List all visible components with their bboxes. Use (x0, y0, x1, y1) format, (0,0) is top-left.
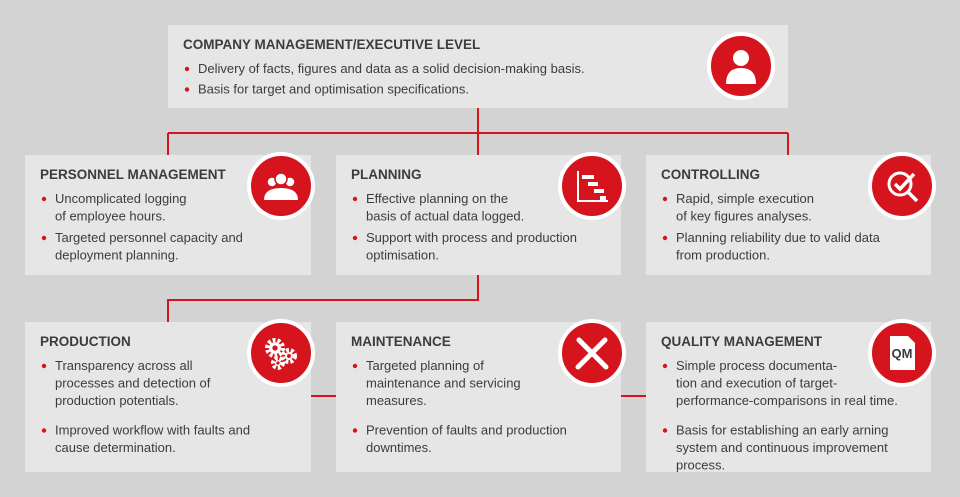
icon-label: QM (892, 346, 913, 361)
icon (558, 319, 626, 387)
node-title: QUALITY MANAGEMENT (661, 334, 823, 349)
bullet-text: tion and execution of target- (676, 376, 837, 391)
bullet-text: Support with process and production (366, 230, 577, 245)
bullet (352, 196, 358, 202)
bullet-text: of employee hours. (55, 209, 166, 224)
icon: QM (868, 319, 936, 387)
icon-part (575, 337, 609, 370)
icon-part (582, 175, 594, 179)
bullet-text: Basis for establishing an early arning (676, 423, 888, 438)
node-box: PLANNING Effective planning on the basis o… (336, 152, 626, 275)
bullet-text: Prevention of faults and production (366, 423, 567, 438)
icon-part (276, 361, 280, 365)
node-title: PERSONNEL MANAGEMENT (40, 167, 227, 182)
node-box: PRODUCTION Transparency across all process… (25, 319, 315, 472)
bullet-text: Planning reliability due to valid data (676, 230, 881, 245)
bullet-text: Delivery of facts, figures and data as a… (198, 61, 585, 76)
icon (247, 319, 315, 387)
node-title: COMPANY MANAGEMENT/EXECUTIVE LEVEL (183, 37, 480, 52)
connector (167, 275, 479, 322)
bullet-text: Uncomplicated logging (55, 191, 187, 206)
bullet-text: deployment planning. (55, 248, 179, 263)
bullet (662, 196, 668, 202)
bullet-text: maintenance and servicing (366, 376, 521, 391)
icon-part (890, 336, 915, 370)
icon (868, 152, 936, 220)
icon-part (726, 68, 756, 84)
bullet (184, 66, 190, 72)
bullet (662, 428, 668, 433)
icon-part (588, 182, 598, 186)
bullet (41, 428, 47, 433)
bullet-text: performance-comparisons in real time. (676, 393, 898, 408)
bullet-text: cause determination. (55, 440, 176, 455)
node-title: PRODUCTION (40, 334, 131, 349)
bullet-text: Targeted personnel capacity and (55, 230, 243, 245)
bullet (184, 87, 190, 92)
bullet-text: Simple process documenta- (676, 358, 837, 373)
icon-part (272, 345, 278, 351)
icon-part (577, 171, 608, 202)
icon-part (887, 171, 913, 197)
icon-part (287, 354, 291, 358)
icon-circle (247, 152, 315, 220)
bullet-text: Improved workflow with faults and (55, 423, 250, 438)
icon-part (893, 172, 919, 203)
bullet-text: Targeted planning of (366, 358, 484, 373)
bullet (352, 235, 358, 241)
icon-part (265, 338, 285, 358)
bullet-text: Transparency across all (55, 358, 193, 373)
bullet-text: production potentials. (55, 393, 179, 408)
bullet-text: processes and detection of (55, 376, 211, 391)
node-title: PLANNING (351, 167, 422, 182)
node-box: COMPANY MANAGEMENT/EXECUTIVE LEVEL Delive… (168, 25, 788, 108)
bullet (662, 363, 668, 369)
icon-part (281, 348, 297, 364)
bullet-text: optimisation. (366, 248, 439, 263)
bullet-text: measures. (366, 393, 427, 408)
connectors (167, 108, 789, 397)
node-title: MAINTENANCE (351, 334, 451, 349)
bullet-text: of key figures analyses. (676, 209, 812, 224)
bullet-text: Basis for target and optimisation specif… (198, 82, 469, 97)
icon-part (600, 196, 606, 200)
bullet-text: basis of actual data logged. (366, 209, 524, 224)
bullet (41, 235, 47, 241)
icon (247, 152, 315, 220)
bullet-text: process. (676, 458, 725, 473)
bullet-text: Effective planning on the (366, 191, 508, 206)
bullet-text: from production. (676, 248, 770, 263)
icon-part (274, 172, 288, 186)
bullet-text: Rapid, simple execution (676, 191, 814, 206)
icon-part (264, 188, 298, 200)
node-box: PERSONNEL MANAGEMENT Uncomplicated loggin… (25, 152, 315, 275)
box (168, 25, 788, 108)
bullet (662, 235, 668, 241)
icon (707, 32, 775, 100)
node-title: CONTROLLING (661, 167, 760, 182)
icon-part (733, 50, 749, 66)
bullet (352, 363, 358, 369)
node-box: CONTROLLING Rapid, simple execution of key… (646, 152, 936, 275)
bullet-text: downtimes. (366, 440, 432, 455)
icon-part (271, 356, 285, 370)
icon-part (594, 189, 604, 193)
bullet (41, 363, 47, 369)
bullet (41, 196, 47, 202)
bullet (352, 428, 358, 433)
connector (167, 108, 789, 155)
node-box: QUALITY MANAGEMENT Simple process documen… (646, 319, 936, 473)
node-box: MAINTENANCE Targeted planning of maintenan… (336, 319, 626, 472)
icon (558, 152, 626, 220)
bullet-text: system and continuous improvement (676, 440, 888, 455)
